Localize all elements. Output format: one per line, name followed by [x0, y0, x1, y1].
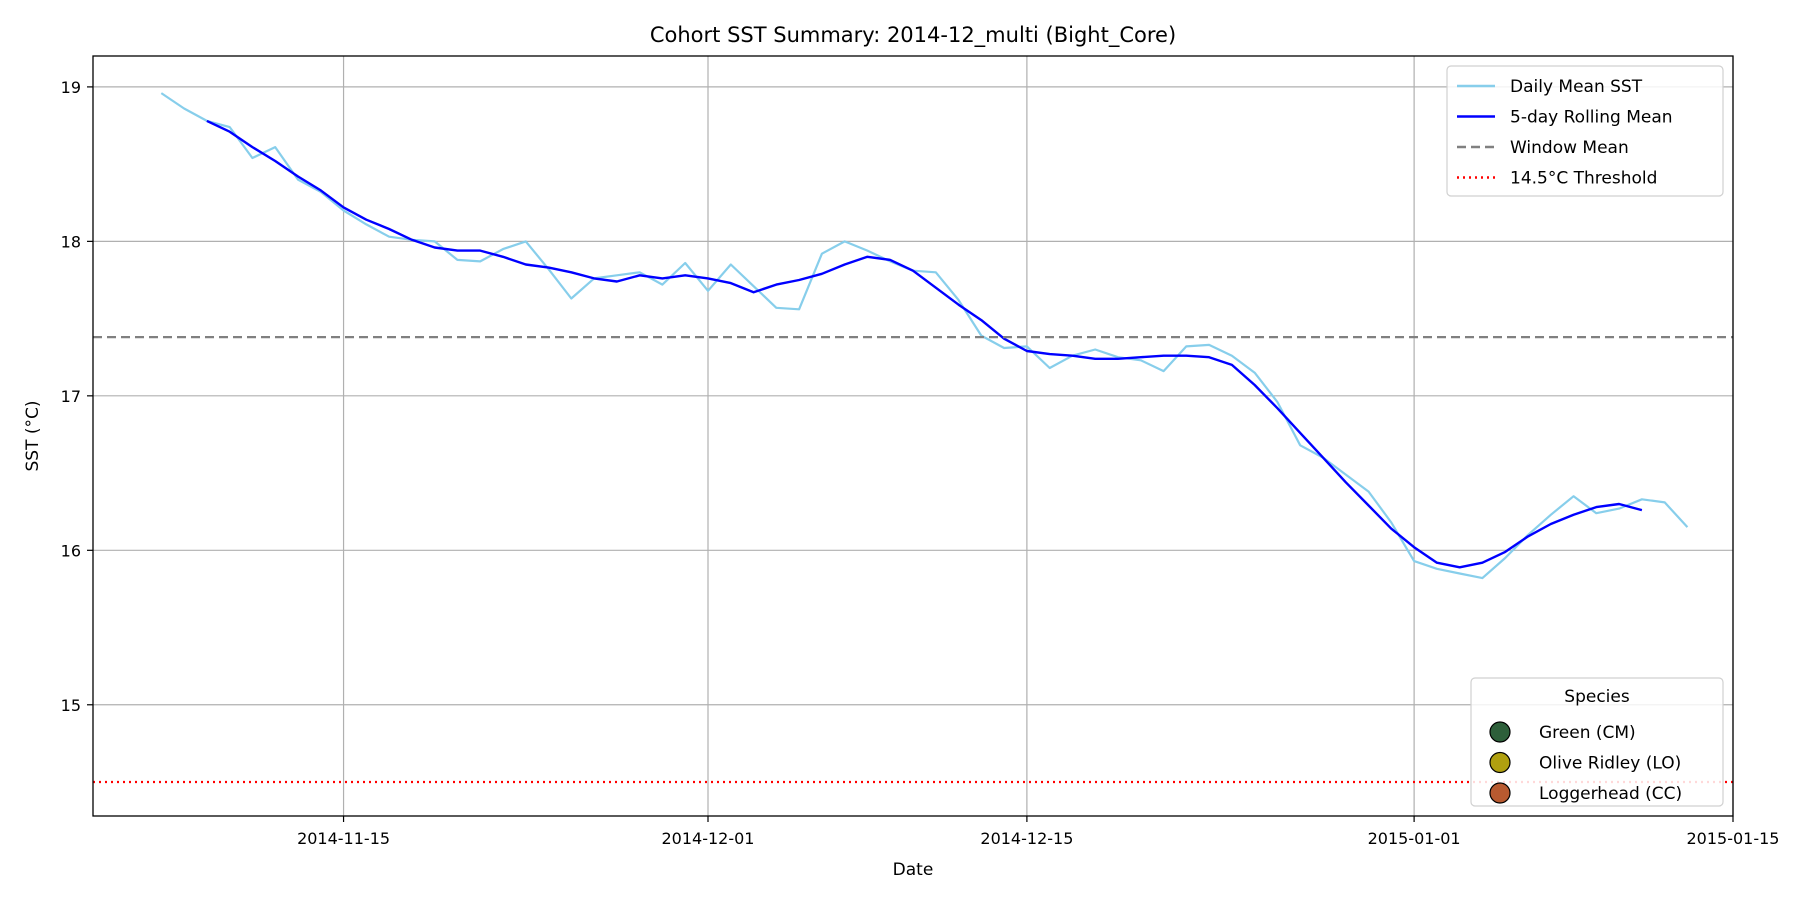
- species-label: Loggerhead (CC): [1539, 784, 1682, 804]
- species-legend-box: [1470, 677, 1724, 807]
- plot-frame: [92, 55, 1734, 817]
- species-marker: [1489, 782, 1511, 804]
- x-tick-label: 2014-12-15: [980, 829, 1073, 848]
- y-tick-label: 19: [61, 78, 81, 97]
- y-tick-label: 15: [61, 696, 81, 715]
- legend-label: Window Mean: [1510, 138, 1629, 158]
- legend-label: 5-day Rolling Mean: [1510, 108, 1673, 128]
- x-tick-label: 2015-01-01: [1368, 829, 1461, 848]
- x-axis-label: Date: [893, 860, 934, 880]
- y-tick-label: 18: [61, 232, 81, 251]
- species-label: Green (CM): [1539, 723, 1636, 743]
- series-layer: [93, 92, 1733, 784]
- axis-ticks: 2014-11-15 2014-12-01 2014-12-15 2015-01-01…: [61, 78, 1780, 848]
- y-axis-label: SST (°C): [23, 400, 43, 471]
- series-legend: Daily Mean SST 5-day Rolling Mean Window M…: [1446, 65, 1724, 197]
- x-tick-label: 2014-11-15: [297, 829, 390, 848]
- species-marker: [1489, 751, 1511, 774]
- series-legend-box: [1446, 65, 1724, 197]
- x-tick-label: 2014-12-01: [662, 829, 755, 848]
- chart-title: Cohort SST Summary: 2014-12_multi (Bight…: [650, 23, 1176, 48]
- y-tick-label: 16: [61, 541, 81, 560]
- species-legend: Species Green (CM) Olive Ridley (LO) Logger…: [1470, 677, 1724, 807]
- species-marker: [1489, 721, 1511, 743]
- x-tick-label: 2015-01-15: [1687, 829, 1780, 848]
- species-legend-title: Species: [1564, 687, 1630, 707]
- legend-label: 14.5°C Threshold: [1510, 169, 1657, 189]
- species-label: Olive Ridley (LO): [1539, 754, 1681, 774]
- y-tick-label: 17: [61, 387, 81, 406]
- series-line-5-day-rolling-mean: [206, 119, 1643, 569]
- legend-label: Daily Mean SST: [1510, 77, 1643, 97]
